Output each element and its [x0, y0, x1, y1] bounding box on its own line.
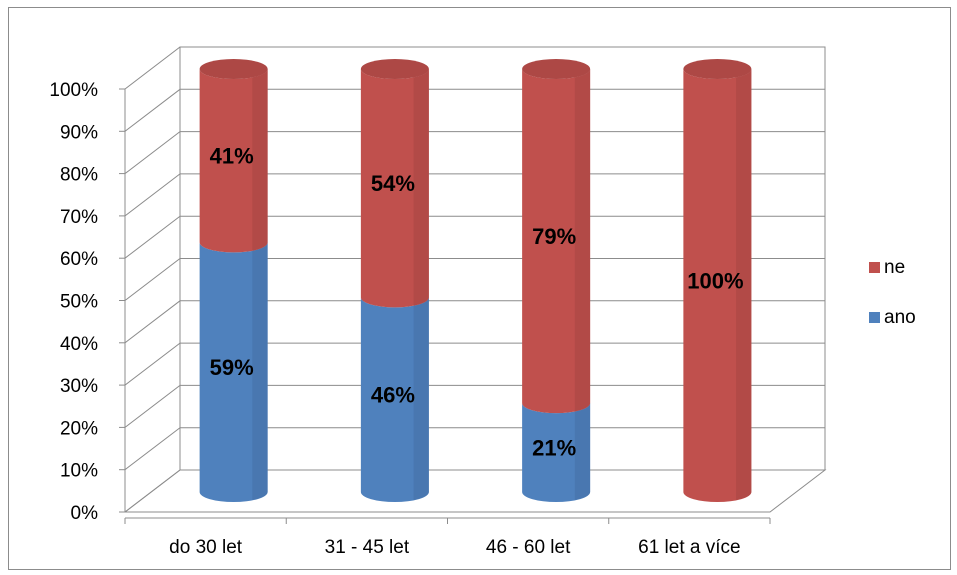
y-tick-label: 0% — [71, 503, 99, 524]
gridline — [124, 258, 825, 301]
bar-shade — [574, 403, 591, 500]
x-tick-label-31-45-let: 31 - 45 let — [325, 537, 410, 558]
bar-body — [199, 69, 268, 253]
y-tick-label: 20% — [60, 418, 98, 439]
legend-label: ano — [884, 307, 916, 328]
bar-ne-31-45-let — [360, 59, 429, 308]
y-tick-label: 70% — [60, 207, 98, 228]
bar-body — [360, 69, 429, 308]
bar-top-cap — [360, 59, 429, 79]
gridline — [124, 427, 825, 471]
data-label-ano-do-30-let: 59% — [210, 355, 254, 380]
bar-shade — [413, 69, 429, 306]
bar-top-cap — [522, 59, 591, 79]
data-label-ne-31-45-let: 54% — [371, 171, 415, 196]
data-label-ano-31-45-let: 46% — [371, 383, 415, 408]
gridline — [124, 469, 825, 513]
data-label-ne-46-60-let: 79% — [532, 224, 576, 249]
bar-ne-46-60-let — [522, 59, 591, 414]
bar-body — [199, 242, 268, 502]
bar-shade — [574, 69, 591, 412]
bar-body — [683, 69, 752, 502]
bars — [199, 59, 752, 502]
x-tick-labels: do 30 let 31 - 45 let 46 - 60 let 61 let a … — [169, 537, 740, 558]
bar-body — [360, 297, 429, 502]
y-tick-label: 90% — [60, 122, 98, 143]
data-labels: 59% 41% 46% 54% 21% 79% 100% — [210, 144, 744, 461]
legend-item-ne: ne — [869, 257, 905, 278]
gridline — [124, 342, 825, 386]
bar-ano-46-60-let — [522, 403, 591, 502]
legend-swatch — [869, 312, 880, 323]
legend-label: ne — [884, 257, 905, 278]
gridline — [124, 300, 825, 344]
x-tick-label-do-30-let: do 30 let — [169, 537, 243, 558]
legend-swatch — [869, 262, 880, 273]
axes — [119, 88, 771, 524]
y-tick-labels: 0% 10% 20% 30% 40% 50% 60% 70% 80% 90% 100% — [49, 80, 98, 524]
gridline — [124, 131, 825, 174]
legend: ne ano — [869, 257, 916, 328]
bar-top-cap — [683, 59, 752, 79]
gridline — [124, 384, 825, 428]
gridline — [124, 88, 825, 132]
gridline — [124, 215, 825, 259]
bar-shade — [413, 297, 429, 500]
bar-ne-61-let-a-v-ce — [683, 59, 752, 502]
y-tick-label: 80% — [60, 165, 98, 186]
x-tick-label-46-60-let: 46 - 60 let — [486, 537, 571, 558]
data-label-ne-do-30-let: 41% — [210, 144, 254, 169]
bar-body — [522, 69, 591, 414]
bar-ne-do-30-let — [199, 59, 268, 253]
gridline — [124, 173, 825, 217]
bar-shade — [252, 242, 268, 500]
x-tick-label-61-let-a-v-ce: 61 let a více — [638, 537, 740, 558]
bar-shade — [736, 69, 752, 500]
y-tick-label: 60% — [60, 249, 98, 270]
gridline — [124, 46, 825, 90]
data-label-ne-61-let-a-v-ce: 100% — [687, 269, 743, 294]
data-label-ano-46-60-let: 21% — [532, 436, 576, 461]
bar-top-cap — [199, 59, 268, 79]
bar-ano-do-30-let — [199, 242, 268, 502]
legend-item-ano: ano — [869, 307, 916, 328]
y-tick-label: 100% — [49, 80, 98, 101]
y-tick-label: 50% — [60, 292, 98, 313]
gridlines — [124, 46, 825, 513]
y-tick-label: 30% — [60, 376, 98, 397]
y-tick-label: 10% — [60, 461, 98, 482]
bar-body — [522, 403, 591, 502]
bar-ano-31-45-let — [360, 297, 429, 502]
bar-shade — [252, 69, 268, 251]
y-tick-label: 40% — [60, 334, 98, 355]
